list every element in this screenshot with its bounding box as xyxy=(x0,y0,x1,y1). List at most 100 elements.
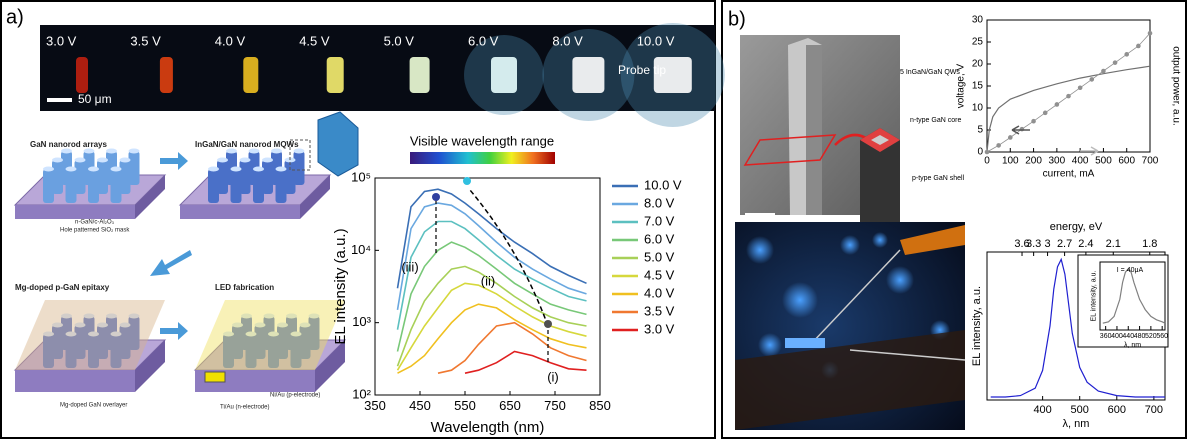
x-tick-label: 520 xyxy=(1145,333,1157,340)
schematic-label: Mg-doped p-GaN epitaxy xyxy=(15,283,110,292)
arrow xyxy=(160,152,188,170)
x-tick-label: 200 xyxy=(1025,156,1042,167)
legend-label: 4.5 V xyxy=(644,267,675,282)
nanorod-top xyxy=(97,157,108,163)
nanorod xyxy=(299,325,311,359)
series-line xyxy=(1102,267,1166,324)
led-chip xyxy=(785,338,825,348)
data-point xyxy=(1101,68,1106,74)
legend-label: 8.0 V xyxy=(644,195,675,210)
diagram-label: p-type GaN shell xyxy=(912,175,965,182)
data-point xyxy=(1054,102,1060,107)
x-axis-label: Wavelength (nm) xyxy=(431,419,545,436)
y-axis-label: voltage, V xyxy=(956,63,967,108)
nanorod-top xyxy=(263,313,275,319)
data-point xyxy=(1089,77,1095,82)
nanorod-top xyxy=(128,313,140,319)
overlayer xyxy=(195,300,345,370)
substrate-side xyxy=(300,175,330,219)
nanorod-top xyxy=(277,322,288,328)
rod-zoom xyxy=(317,111,359,177)
x2-axis-label: energy, eV xyxy=(1050,221,1103,233)
nanorod-top xyxy=(223,331,234,337)
panel-a-border xyxy=(0,0,716,439)
x-tick-label: 550 xyxy=(454,398,476,413)
nanorod-top xyxy=(290,331,302,337)
photo-glow xyxy=(758,333,782,357)
arrow xyxy=(160,322,188,340)
emission-spot xyxy=(572,57,605,93)
probe-needle xyxy=(809,249,901,346)
diagram-label: 5 InGaN/GaN QWs xyxy=(900,69,960,76)
voltage-label: 6.0 V xyxy=(468,33,499,48)
nanorod xyxy=(254,325,266,359)
legend-label: 5.0 V xyxy=(644,249,675,264)
data-point xyxy=(1124,52,1130,57)
zoom-box xyxy=(289,139,311,171)
schematic-label: GaN nanorod arrays xyxy=(30,140,107,149)
x-tick-label: 500 xyxy=(1095,156,1112,167)
y-axis-label: EL intensity (a.u.) xyxy=(332,228,349,344)
nanorod-top xyxy=(106,148,117,154)
emission-spot xyxy=(409,57,430,93)
substrate-front xyxy=(15,370,135,392)
nanorod-top xyxy=(88,166,99,172)
n-electrode xyxy=(204,371,226,383)
series-line xyxy=(986,65,1151,153)
nanorod xyxy=(65,334,77,368)
y-axis-label: EL intensity, a.u. xyxy=(1091,270,1098,321)
nanorod-top xyxy=(43,166,54,172)
annotation: (i) xyxy=(547,369,559,384)
nanorod xyxy=(110,334,122,368)
schematic-label: Hole patterned SiO₂ mask xyxy=(60,228,130,234)
y-tick-label: 20 xyxy=(972,59,984,70)
x-tick-label: 400 xyxy=(1072,156,1089,167)
substrate-front xyxy=(15,205,135,219)
nanorod xyxy=(43,169,54,203)
nanorod xyxy=(290,334,302,368)
nanorod-top xyxy=(128,148,140,154)
nanorod xyxy=(74,325,86,359)
nanorod xyxy=(74,160,86,194)
nanorod-top xyxy=(83,313,95,319)
nanorod xyxy=(52,160,63,194)
nanorod xyxy=(223,334,234,368)
nanorod-top xyxy=(299,322,311,328)
nanorod xyxy=(308,316,320,350)
x-axis-label: λ, nm xyxy=(1124,342,1141,349)
nanorod xyxy=(262,160,273,194)
nanorod-top xyxy=(293,148,305,154)
nanorod xyxy=(239,160,251,194)
arrow xyxy=(150,250,192,276)
nanorod-top xyxy=(110,331,122,337)
nanorod-top xyxy=(43,331,54,337)
x-tick-label: 400 xyxy=(1111,333,1123,340)
scale-bar-label: 2μm xyxy=(752,217,768,226)
schematic-label: InGaN/GaN nanorod MQWs xyxy=(195,140,299,149)
series-line xyxy=(396,202,587,311)
x-tick-label: 700 xyxy=(1142,156,1159,167)
photo-glow xyxy=(886,266,914,294)
x-tick-label: 650 xyxy=(499,398,521,413)
y-tick-label: 30 xyxy=(972,15,984,26)
legend-label: 4.0 V xyxy=(644,285,675,300)
nanorod xyxy=(97,160,108,194)
series-line xyxy=(396,188,587,289)
series-line xyxy=(396,241,587,352)
series-line xyxy=(437,321,587,374)
nanorod-top xyxy=(61,313,72,319)
x2-tick-label: 3.3 xyxy=(1026,238,1041,250)
nanorod xyxy=(119,325,131,359)
nanorod xyxy=(128,151,140,185)
peak-marker xyxy=(432,193,440,201)
data-point xyxy=(1066,93,1071,99)
nanorod-top xyxy=(230,166,242,172)
x-tick-label: 300 xyxy=(1049,156,1066,167)
probe-arm xyxy=(900,225,965,255)
nanorod xyxy=(97,325,108,359)
data-point xyxy=(1031,118,1036,124)
x-tick-label: 360 xyxy=(1100,333,1112,340)
nanorod-top xyxy=(271,148,282,154)
illustrations: 3.0 V 3.5 V 4.0 V 4.5 V 5.0 V 6.0 V 8.0 V 10.0 … xyxy=(13,23,966,430)
